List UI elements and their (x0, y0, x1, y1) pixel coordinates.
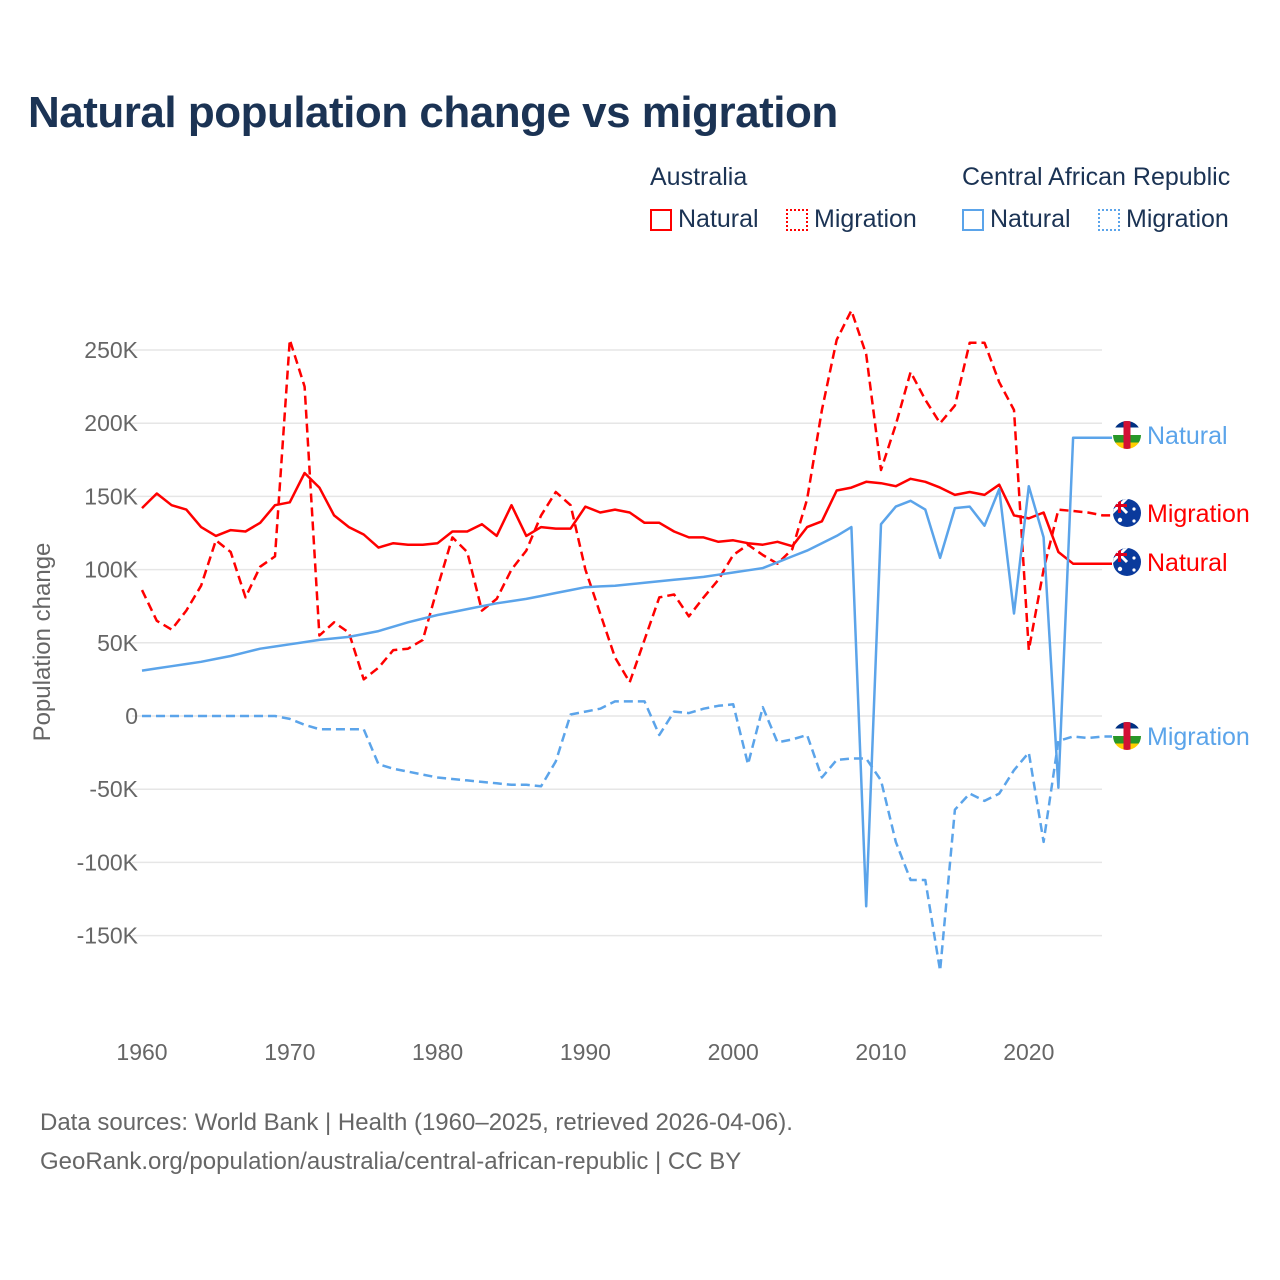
series-line-0 (141, 471, 1112, 565)
series-line-1 (140, 309, 1112, 684)
legend-swatch-solid-blue (962, 208, 984, 231)
y-tick-label: 50K (97, 630, 139, 656)
flag-band (1123, 421, 1131, 449)
x-tick-label: 1970 (264, 1039, 315, 1065)
legend-swatch-dotted-red (786, 208, 808, 231)
y-axis-label: Population change (29, 543, 56, 742)
flag-star (1132, 568, 1136, 572)
y-tick-label: 200K (84, 410, 138, 436)
legend-swatch-dotted-blue (1098, 208, 1120, 231)
series-end-label: Natural (1147, 422, 1228, 450)
source-url[interactable]: GeoRank.org/population/australia/central… (40, 1148, 742, 1175)
car-flag-icon (1113, 722, 1141, 750)
y-tick-label: -150K (77, 923, 139, 949)
series-end-label: Natural (1147, 549, 1228, 577)
legend-label: Natural (678, 205, 759, 233)
y-tick-label: -50K (89, 776, 138, 802)
legend-car-migration[interactable]: Migration (1098, 205, 1229, 234)
australia-flag-icon (1113, 548, 1141, 576)
legend-swatch-solid-red (650, 208, 672, 231)
y-tick-label: 250K (84, 337, 138, 363)
legend-label: Natural (990, 205, 1071, 233)
flag-star (1117, 566, 1123, 572)
x-tick-label: 1980 (412, 1039, 463, 1065)
legend-group-australia: Australia (650, 163, 748, 191)
flag-star (1132, 519, 1136, 523)
legend-australia-migration[interactable]: Migration (786, 205, 917, 234)
x-tick-label: 2010 (855, 1039, 906, 1065)
legend-label: Migration (814, 205, 917, 233)
x-tick-label: 1960 (116, 1039, 167, 1065)
source-note: Data sources: World Bank | Health (1960–… (40, 1109, 793, 1136)
series-line-3 (142, 700, 1112, 972)
flag-star (1132, 556, 1136, 560)
legend-label: Migration (1126, 205, 1229, 233)
flag-star (1132, 507, 1136, 511)
series-end-label: Migration (1147, 500, 1250, 528)
legend-car-natural[interactable]: Natural (962, 205, 1071, 234)
series-end-label: Migration (1147, 723, 1250, 751)
car-flag-icon (1113, 421, 1141, 449)
x-tick-label: 1990 (560, 1039, 611, 1065)
flag-band (1123, 722, 1131, 750)
series-line-2 (141, 436, 1112, 908)
x-tick-label: 2020 (1003, 1039, 1054, 1065)
y-tick-label: 150K (84, 483, 138, 509)
x-tick-label: 2000 (708, 1039, 759, 1065)
flag-star (1117, 517, 1123, 523)
legend-group-car: Central African Republic (962, 163, 1231, 191)
legend-australia-natural[interactable]: Natural (650, 205, 759, 234)
flag-body (1113, 421, 1141, 449)
y-tick-label: 0 (125, 703, 138, 729)
y-tick-label: -100K (77, 849, 139, 875)
flag-body (1113, 548, 1141, 576)
flag-body (1113, 722, 1141, 750)
australia-flag-icon (1113, 499, 1141, 527)
chart-title: Natural population change vs migration (28, 88, 838, 137)
y-tick-label: 100K (84, 557, 138, 583)
flag-body (1113, 499, 1141, 527)
